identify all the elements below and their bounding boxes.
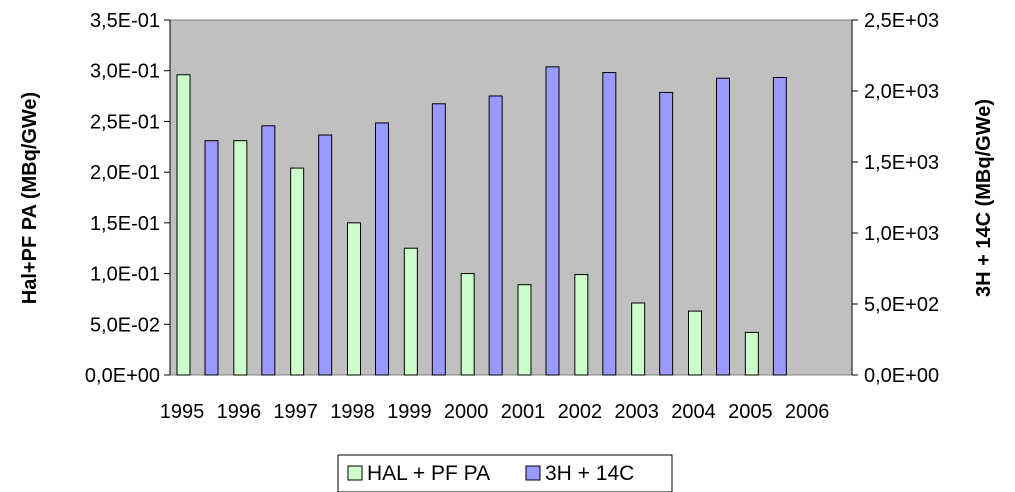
bar-hal-1998 [347,222,361,376]
right-tick-label: 0,0E+00 [864,365,939,387]
bar-3h14c-1995 [204,140,219,376]
left-tick-label: 2,5E-01 [90,111,160,133]
right-axis-title: 3H + 14C (MBq/GWe) [973,99,995,297]
bar-3h14c-2003 [659,91,674,376]
legend-label-hal: HAL + PF PA [367,462,490,485]
x-tick-label: 1996 [217,401,262,423]
bar-hal-2005 [744,331,759,376]
x-tick-label: 2006 [785,401,830,423]
x-axis: 1995 1996 1997 1998 1999 2000 2001 2002 2003 2004… [160,401,830,423]
bar-3h14c-1997 [318,134,333,376]
right-tick-label: 2,0E+03 [864,81,939,103]
left-tick-label: 1,0E-01 [90,264,160,286]
legend-box [337,454,673,492]
plot-area [169,19,853,376]
bars [176,66,787,376]
right-axis: 0,0E+00 5,0E+02 1,0E+03 1,5E+03 2,0E+03 2,5E+… [851,10,939,387]
bar-hal-1996 [233,140,248,376]
bar-hal-1999 [403,247,418,376]
bar-3h14c-2005 [772,77,787,376]
left-tick-label: 2,0E-01 [90,162,160,184]
left-axis-title: Hal+PF PA (MBq/GWe) [19,92,41,304]
bar-3h14c-1998 [375,122,389,376]
legend-swatch-3h14c [525,465,541,481]
left-tick-label: 0,0E+00 [85,365,160,387]
right-tick-label: 5,0E+02 [864,294,939,316]
legend-label-3h14c: 3H + 14C [545,462,634,485]
x-tick-label: 1999 [387,401,432,423]
bar-3h14c-2004 [716,77,730,376]
right-tick-label: 1,5E+03 [864,152,939,174]
left-tick-label: 3,0E-01 [90,61,160,83]
bar-hal-2002 [574,274,589,376]
x-tick-label: 2005 [728,401,773,423]
x-tick-label: 2001 [501,401,546,423]
legend: HAL + PF PA 3H + 14C [337,454,673,492]
left-tick-label: 3,5E-01 [90,10,160,32]
x-tick-label: 2000 [444,401,489,423]
bar-3h14c-2001 [545,66,560,376]
left-axis: 0,0E+00 5,0E-02 1,0E-01 1,5E-01 2,0E-01 2,5E-… [85,10,171,387]
bar-hal-2003 [631,302,646,376]
bar-hal-1997 [290,167,305,376]
x-tick-label: 2002 [558,401,603,423]
left-tick-label: 5,0E-02 [90,314,160,336]
right-tick-label: 2,5E+03 [864,10,939,32]
bar-hal-1995 [176,74,191,376]
bar-3h14c-2002 [602,72,617,376]
left-tick-label: 1,5E-01 [90,213,160,235]
bar-hal-2001 [517,284,532,376]
right-tick-label: 1,0E+03 [864,223,939,245]
x-tick-label: 2003 [614,401,659,423]
bar-3h14c-2000 [488,95,503,376]
bar-3h14c-1999 [431,103,446,376]
x-tick-label: 1997 [273,401,318,423]
bar-hal-2004 [688,310,702,376]
x-tick-label: 1995 [160,401,205,423]
bar-hal-2000 [460,273,475,376]
legend-swatch-hal [347,465,363,481]
x-tick-label: 1998 [330,401,375,423]
bar-3h14c-1996 [261,125,276,376]
x-tick-label: 2004 [671,401,716,423]
